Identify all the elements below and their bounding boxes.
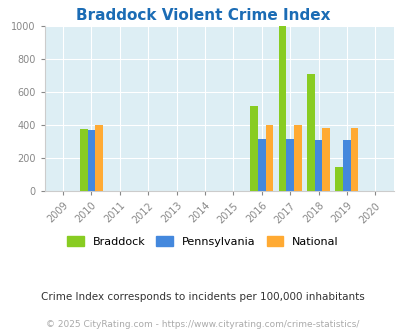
Legend: Braddock, Pennsylvania, National: Braddock, Pennsylvania, National xyxy=(64,233,341,250)
Bar xyxy=(250,106,257,191)
Bar xyxy=(342,140,350,191)
Bar xyxy=(257,139,265,191)
Bar xyxy=(306,74,314,191)
Bar xyxy=(293,125,301,191)
Bar xyxy=(95,125,103,191)
Bar xyxy=(278,26,286,191)
Bar xyxy=(350,128,358,191)
Bar xyxy=(322,128,329,191)
Bar xyxy=(335,167,342,191)
Bar xyxy=(87,130,95,191)
Text: Braddock Violent Crime Index: Braddock Violent Crime Index xyxy=(76,8,329,23)
Bar xyxy=(265,125,273,191)
Bar xyxy=(286,139,293,191)
Bar xyxy=(314,140,322,191)
Text: © 2025 CityRating.com - https://www.cityrating.com/crime-statistics/: © 2025 CityRating.com - https://www.city… xyxy=(46,320,359,329)
Bar xyxy=(80,129,87,191)
Text: Crime Index corresponds to incidents per 100,000 inhabitants: Crime Index corresponds to incidents per… xyxy=(41,292,364,302)
